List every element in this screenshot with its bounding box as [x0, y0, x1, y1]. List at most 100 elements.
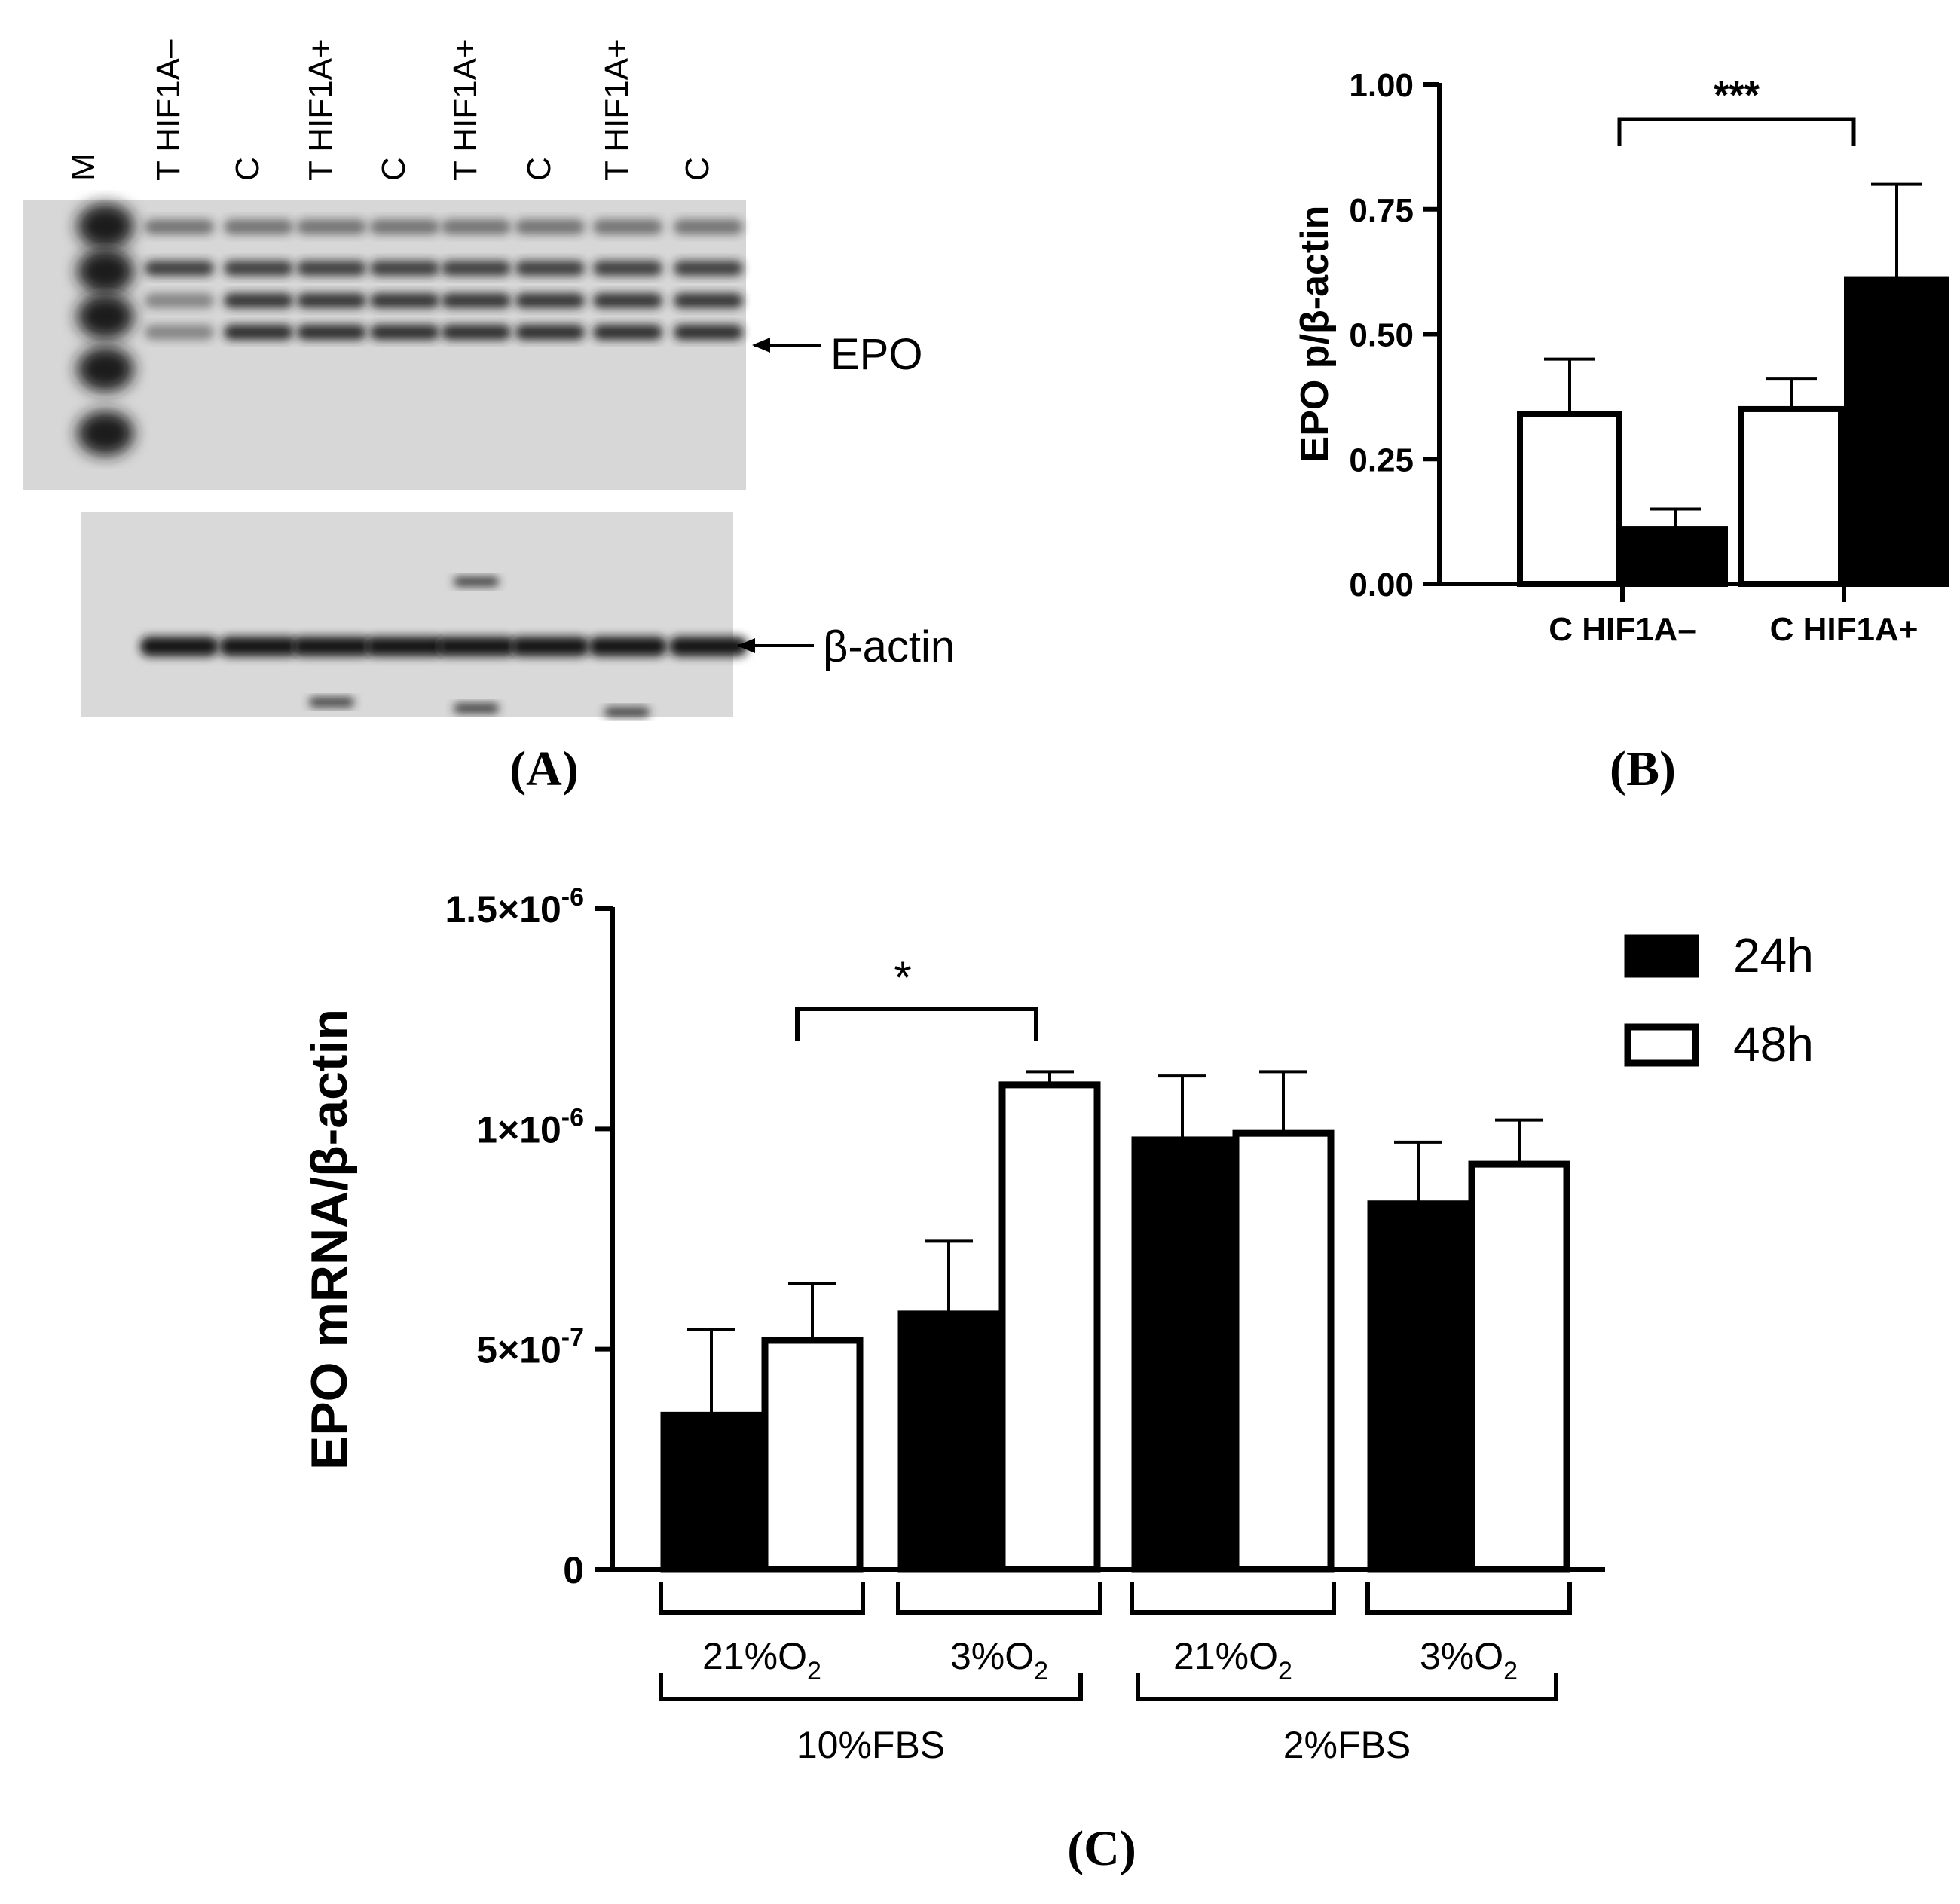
y-tick-label: 1×10-6 [476, 1103, 584, 1151]
y-tick-label: 0.75 [1349, 192, 1414, 229]
epo-band [224, 261, 293, 276]
actin-minor-band [454, 577, 499, 586]
group-label: 21%O2 [1173, 1635, 1292, 1685]
epo-band [297, 293, 366, 308]
epo-band [674, 325, 743, 340]
panel-label-c: (C) [1067, 1821, 1136, 1876]
group-label-subscript: 2 [1278, 1657, 1292, 1685]
epo-band [370, 219, 439, 234]
bar [1622, 526, 1728, 588]
epo-band [224, 293, 293, 308]
lane-label: M [65, 153, 102, 181]
lane-label: C [229, 157, 266, 181]
group-label-subscript: 2 [1034, 1657, 1048, 1685]
y-tick-label: 0.50 [1349, 317, 1414, 354]
actin-band [219, 637, 298, 656]
y-tick-label: 0.00 [1349, 567, 1414, 604]
epo-band [515, 293, 585, 308]
significance-bracket [1617, 117, 1856, 146]
western-blot: M T HIF1A– C T HIF1A+ C T HIF1A+ C T HIF1A+ C EP… [23, 38, 955, 717]
actin-label: β-actin [823, 622, 955, 671]
bar [1468, 1160, 1570, 1573]
actin-band [292, 637, 371, 656]
epo-band [593, 293, 662, 308]
marker-band [77, 411, 134, 456]
group-bracket [1130, 1582, 1336, 1615]
actin-blot-membrane [81, 512, 733, 717]
actin-arrowhead [737, 638, 755, 653]
group-label: 21%O2 [702, 1635, 821, 1685]
epo-band [370, 325, 439, 340]
lane-label: C [375, 157, 412, 181]
legend-label: 24h [1733, 928, 1814, 983]
group-label-subscript: 2 [1503, 1657, 1518, 1685]
y-tick-label: 0 [563, 1549, 584, 1591]
legend-swatch [1624, 1023, 1699, 1067]
lane-label: T HIF1A+ [302, 38, 339, 181]
epo-label: EPO [830, 330, 923, 379]
group-label-subscript: 2 [807, 1657, 821, 1685]
epo-band [593, 261, 662, 276]
lane-label: T HIF1A+ [598, 38, 635, 181]
group-bracket [896, 1582, 1102, 1615]
epo-band [674, 293, 743, 308]
y-tick-exponent: -6 [561, 883, 584, 912]
significance-label: * [894, 952, 911, 1003]
blot-lane-labels: M T HIF1A– C T HIF1A+ C T HIF1A+ C T HIF1A+ C [65, 38, 716, 181]
group-bracket [659, 1582, 865, 1615]
x-tick-label: C HIF1A+ [1770, 611, 1919, 648]
epo-band [674, 261, 743, 276]
epo-band [515, 261, 585, 276]
epo-band [297, 325, 366, 340]
panel-label-a: (A) [509, 741, 579, 796]
legend-swatch [1624, 934, 1699, 978]
chart-b: 0.00 0.25 0.50 0.75 1.00 EPO p/β-actin C HIF1A… [1293, 67, 1949, 648]
epo-band [515, 325, 585, 340]
epo-arrowhead [752, 338, 770, 353]
actin-band [589, 637, 667, 656]
y-axis-label: EPO p/β-actin [1293, 206, 1337, 463]
lane-label: T HIF1A– [150, 39, 187, 181]
epo-band [593, 325, 662, 340]
legend: 24h 48h [1624, 928, 1814, 1071]
marker-band [77, 347, 134, 392]
epo-band [297, 219, 366, 234]
y-tick-label: 1.00 [1349, 67, 1414, 104]
group-label: 3%O2 [950, 1635, 1048, 1685]
super-group-bracket [1136, 1673, 1558, 1701]
bar [761, 1337, 864, 1573]
lane-label: C [521, 157, 558, 181]
legend-label: 48h [1733, 1017, 1814, 1071]
bar [897, 1310, 1000, 1573]
bar [1131, 1136, 1234, 1573]
actin-bands [140, 577, 748, 717]
super-group-label: 2%FBS [1283, 1724, 1411, 1766]
bar [1232, 1129, 1335, 1573]
epo-band [297, 261, 366, 276]
marker-band [77, 203, 134, 249]
epo-band [145, 261, 214, 276]
bar [660, 1411, 763, 1573]
epo-band [224, 325, 293, 340]
lane-label: T HIF1A+ [447, 38, 484, 181]
lane-label: C [679, 157, 716, 181]
marker-band [77, 249, 134, 294]
epo-band [593, 219, 662, 234]
panel-label-b: (B) [1610, 741, 1676, 796]
y-tick-label: 5×10-7 [476, 1324, 584, 1371]
actin-band [437, 637, 515, 656]
epo-band [145, 293, 214, 308]
actin-minor-band [604, 708, 650, 717]
bar [1738, 405, 1844, 588]
y-tick-exponent: -6 [561, 1103, 584, 1132]
y-tick-exponent: -7 [561, 1324, 584, 1352]
bar [1844, 276, 1949, 587]
group-label: 3%O2 [1420, 1635, 1518, 1685]
y-tick-label: 1.5×10-6 [445, 883, 584, 931]
epo-band [224, 219, 293, 234]
epo-band [442, 261, 511, 276]
epo-blot-membrane [23, 200, 746, 490]
chart-c: 0 5×10-7 1×10-6 1.5×10-6 EPO mRNA/β-actin 21%… [301, 883, 1605, 1766]
epo-band [515, 219, 585, 234]
